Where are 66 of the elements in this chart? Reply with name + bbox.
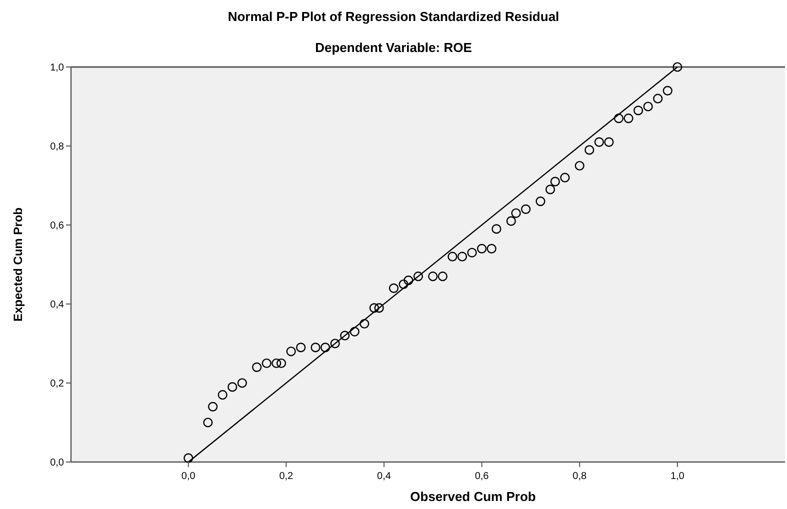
point (550, 176, 560, 186)
point (228, 382, 238, 392)
y-tick-label: 0,4 (50, 300, 64, 310)
y-tick-label: 0,0 (50, 458, 64, 468)
point (438, 272, 448, 282)
point (662, 86, 672, 96)
point (252, 362, 262, 372)
point (614, 114, 624, 124)
point (545, 184, 556, 194)
y-tick-label: 0,8 (50, 142, 64, 152)
point (340, 330, 350, 340)
point (320, 342, 330, 352)
y-tick-label: 1,0 (50, 62, 64, 74)
point (476, 244, 487, 254)
point (448, 252, 458, 262)
point (594, 137, 604, 147)
point (413, 272, 424, 282)
point (330, 338, 340, 348)
x-tick-label: 0,4 (377, 471, 392, 482)
point (633, 106, 644, 116)
point (388, 283, 399, 293)
y-tick-label: 0,2 (50, 378, 64, 390)
point (350, 326, 360, 336)
point (492, 224, 502, 234)
point (203, 418, 213, 428)
point (296, 342, 306, 352)
point (184, 453, 194, 463)
x-tick-label: 0,2 (279, 471, 294, 482)
point (310, 342, 320, 352)
point (262, 358, 272, 368)
point (208, 402, 218, 412)
y-tick-label: 0,6 (50, 220, 64, 232)
point (560, 172, 570, 182)
x-tick-label: 1,0 (670, 471, 685, 482)
point (486, 244, 496, 254)
x-tick-label: 0,6 (474, 471, 490, 482)
point (584, 145, 594, 155)
x-axis-title: Observed Cum Prob (410, 489, 536, 504)
point (521, 204, 531, 214)
point (457, 252, 468, 262)
point (369, 303, 380, 313)
point (624, 114, 634, 124)
point (467, 248, 477, 258)
point (511, 208, 521, 218)
point (672, 62, 682, 72)
point (286, 346, 296, 356)
point (218, 390, 228, 400)
x-tick-label: 0,8 (572, 471, 587, 482)
point (574, 160, 584, 171)
y-axis-title: Expected Cum Prob (11, 207, 25, 322)
point (272, 358, 282, 368)
point (398, 279, 408, 290)
point (276, 358, 286, 368)
point (536, 196, 546, 206)
point (428, 272, 438, 282)
point (374, 303, 384, 313)
x-tick-label: 0,0 (181, 471, 196, 482)
chart-subtitle: Dependent Variable: ROE (315, 40, 472, 55)
point (604, 137, 614, 147)
point (653, 94, 663, 104)
point (643, 102, 653, 112)
chart-title: Normal P-P Plot of Regression Standardized Residual (228, 9, 560, 24)
point (506, 216, 516, 226)
point (360, 318, 370, 329)
point (237, 378, 247, 388)
point (404, 276, 414, 286)
